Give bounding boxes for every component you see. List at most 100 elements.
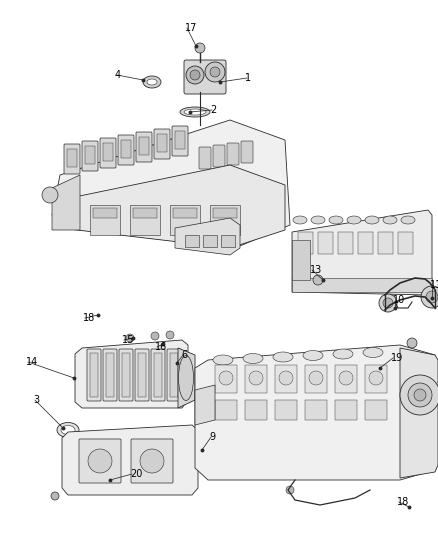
Circle shape xyxy=(369,371,383,385)
Bar xyxy=(170,205,200,235)
Circle shape xyxy=(210,67,220,77)
Polygon shape xyxy=(400,348,438,478)
Ellipse shape xyxy=(333,349,353,359)
FancyBboxPatch shape xyxy=(103,349,117,401)
Text: 10: 10 xyxy=(393,295,405,305)
Circle shape xyxy=(88,449,112,473)
Bar xyxy=(365,400,387,420)
Ellipse shape xyxy=(61,425,75,434)
Polygon shape xyxy=(175,218,240,255)
Text: 9: 9 xyxy=(209,432,215,442)
Bar xyxy=(93,208,117,218)
Circle shape xyxy=(313,275,323,285)
Text: 1: 1 xyxy=(245,73,251,83)
Bar xyxy=(292,278,432,292)
FancyBboxPatch shape xyxy=(184,60,226,94)
Bar xyxy=(210,205,240,235)
Bar xyxy=(335,365,357,393)
Text: 18: 18 xyxy=(397,497,409,507)
Bar xyxy=(215,365,237,393)
Bar xyxy=(305,365,327,393)
Circle shape xyxy=(151,332,159,340)
Bar xyxy=(338,232,353,254)
Bar xyxy=(378,232,393,254)
FancyBboxPatch shape xyxy=(135,349,149,401)
FancyBboxPatch shape xyxy=(167,349,181,401)
Text: 14: 14 xyxy=(26,357,38,367)
FancyBboxPatch shape xyxy=(100,138,116,168)
Circle shape xyxy=(400,375,438,415)
Bar xyxy=(122,353,130,397)
Bar xyxy=(365,365,387,393)
Bar xyxy=(103,143,113,161)
FancyBboxPatch shape xyxy=(136,132,152,162)
FancyBboxPatch shape xyxy=(64,144,80,174)
FancyBboxPatch shape xyxy=(82,141,98,171)
Circle shape xyxy=(205,62,225,82)
Bar xyxy=(90,353,98,397)
FancyBboxPatch shape xyxy=(131,439,173,483)
Polygon shape xyxy=(195,385,215,425)
Circle shape xyxy=(186,66,204,84)
FancyBboxPatch shape xyxy=(119,349,133,401)
Text: 3: 3 xyxy=(33,395,39,405)
Circle shape xyxy=(379,294,397,312)
Ellipse shape xyxy=(184,109,206,115)
Text: 15: 15 xyxy=(122,335,134,345)
FancyBboxPatch shape xyxy=(151,349,165,401)
Ellipse shape xyxy=(401,216,415,224)
Text: 4: 4 xyxy=(115,70,121,80)
Bar xyxy=(133,208,157,218)
Bar xyxy=(305,400,327,420)
Ellipse shape xyxy=(143,76,161,88)
Ellipse shape xyxy=(147,79,157,85)
Polygon shape xyxy=(292,210,432,295)
Polygon shape xyxy=(178,348,195,408)
Circle shape xyxy=(190,70,200,80)
Ellipse shape xyxy=(180,107,210,117)
Bar xyxy=(157,134,167,152)
Bar xyxy=(245,365,267,393)
Bar xyxy=(292,240,310,280)
Ellipse shape xyxy=(383,216,397,224)
FancyBboxPatch shape xyxy=(172,126,188,156)
Ellipse shape xyxy=(273,352,293,362)
Circle shape xyxy=(195,43,205,53)
Text: 6: 6 xyxy=(181,350,187,360)
Bar xyxy=(154,353,162,397)
FancyBboxPatch shape xyxy=(241,141,253,163)
FancyBboxPatch shape xyxy=(87,349,101,401)
Ellipse shape xyxy=(57,423,79,438)
FancyBboxPatch shape xyxy=(79,439,121,483)
Text: 18: 18 xyxy=(83,313,95,323)
Bar xyxy=(173,208,197,218)
Bar xyxy=(121,140,131,158)
Bar xyxy=(275,400,297,420)
Bar xyxy=(67,149,77,167)
Circle shape xyxy=(249,371,263,385)
Text: 17: 17 xyxy=(185,23,198,33)
Ellipse shape xyxy=(213,355,233,365)
Polygon shape xyxy=(62,425,198,495)
Bar xyxy=(90,205,120,235)
Bar xyxy=(185,235,199,247)
Circle shape xyxy=(279,371,293,385)
Ellipse shape xyxy=(311,216,325,224)
FancyBboxPatch shape xyxy=(199,147,211,169)
Bar xyxy=(298,232,313,254)
Ellipse shape xyxy=(293,216,307,224)
Circle shape xyxy=(219,371,233,385)
Circle shape xyxy=(166,331,174,339)
Text: 11: 11 xyxy=(430,280,438,290)
Ellipse shape xyxy=(243,353,263,364)
Circle shape xyxy=(408,383,432,407)
Bar xyxy=(130,205,160,235)
Bar xyxy=(318,232,333,254)
FancyBboxPatch shape xyxy=(227,143,239,165)
Bar xyxy=(215,400,237,420)
Polygon shape xyxy=(52,175,80,230)
Bar xyxy=(221,235,235,247)
Bar xyxy=(85,146,95,164)
Ellipse shape xyxy=(363,348,383,358)
Text: 2: 2 xyxy=(210,105,216,115)
